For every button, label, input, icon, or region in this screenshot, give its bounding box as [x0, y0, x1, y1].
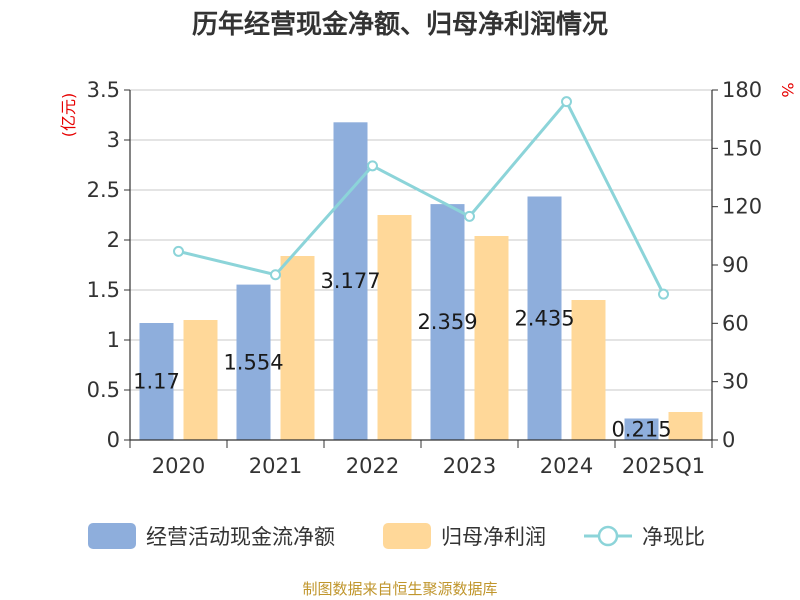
cash-flow-data-label: 0.215: [611, 417, 671, 441]
cash-flow-data-label: 2.359: [417, 310, 477, 334]
right-axis-tick-label: 0: [722, 428, 735, 452]
legend-label: 经营活动现金流净额: [146, 525, 335, 549]
x-axis-tick-label: 2021: [249, 454, 302, 478]
cash-flow-data-label: 1.554: [223, 350, 283, 374]
right-axis-tick-label: 120: [722, 195, 762, 219]
left-axis-tick-label: 2.5: [87, 178, 120, 202]
right-axis-tick-label: 150: [722, 136, 762, 160]
x-axis-tick-label: 2025Q1: [622, 454, 705, 478]
x-axis-tick-label: 2022: [346, 454, 399, 478]
cash-flow-data-label: 2.435: [514, 306, 574, 330]
cash-flow-bar: [527, 196, 562, 440]
cash-flow-data-label: 3.177: [320, 269, 380, 293]
legend-label: 归母净利润: [441, 525, 546, 549]
ratio-line: [178, 98, 665, 295]
net-profit-bar: [377, 215, 412, 440]
ratio-point: [270, 269, 281, 281]
net-profit-bar: [280, 256, 315, 440]
ratio-point: [367, 160, 378, 172]
data-labels: 1.17 1.554 3.177 2.359 2.435 0.215: [133, 269, 671, 441]
bars: [139, 122, 703, 441]
ratio-point: [658, 288, 669, 300]
right-axis-tick-label: 90: [722, 253, 749, 277]
cash-flow-bar: [624, 418, 659, 440]
axes: 0 0.5 1 1.5 2 2.5 3 3.5 0 30 60 90 120 150 180 2020 2021…: [59, 78, 797, 478]
cash-flow-bar: [139, 323, 174, 440]
net-profit-bar: [183, 320, 218, 440]
legend-marker: [597, 525, 619, 547]
left-axis-tick-label: 0: [107, 428, 120, 452]
x-axis-tick-label: 2023: [443, 454, 496, 478]
chart-title: 历年经营现金净额、归母净利润情况: [192, 9, 608, 40]
cash-flow-bar: [236, 284, 271, 440]
left-axis-tick-label: 0.5: [87, 378, 120, 402]
ratio-point: [561, 96, 572, 108]
left-axis-tick-label: 3.5: [87, 78, 120, 102]
right-axis-unit: %: [778, 82, 797, 97]
left-axis-tick-label: 1.5: [87, 278, 120, 302]
right-axis-tick-label: 180: [722, 78, 762, 102]
ratio-line-layer: [173, 96, 669, 300]
net-profit-bar: [474, 236, 509, 440]
right-axis-tick-label: 30: [722, 370, 749, 394]
right-axis-tick-label: 60: [722, 311, 749, 335]
x-axis-tick-label: 2020: [152, 454, 205, 478]
source-note: 制图数据来自恒生聚源数据库: [302, 580, 497, 598]
left-axis-tick-label: 2: [107, 228, 120, 252]
net-profit-bar: [571, 300, 606, 440]
left-axis-unit: (亿元): [59, 93, 78, 138]
cash-flow-bar: [430, 204, 465, 440]
legend-swatch: [88, 523, 136, 549]
ratio-point: [173, 245, 184, 257]
legend-label: 净现比: [642, 525, 705, 549]
legend: 经营活动现金流净额 归母净利润 净现比: [88, 523, 705, 549]
cash-flow-data-label: 1.17: [133, 370, 180, 394]
cash-flow-bar: [333, 122, 368, 441]
left-axis-tick-label: 3: [107, 128, 120, 152]
net-profit-bar: [668, 412, 703, 440]
ratio-point: [464, 210, 475, 222]
legend-swatch: [383, 523, 431, 549]
x-axis-tick-label: 2024: [540, 454, 593, 478]
left-axis-tick-label: 1: [107, 328, 120, 352]
